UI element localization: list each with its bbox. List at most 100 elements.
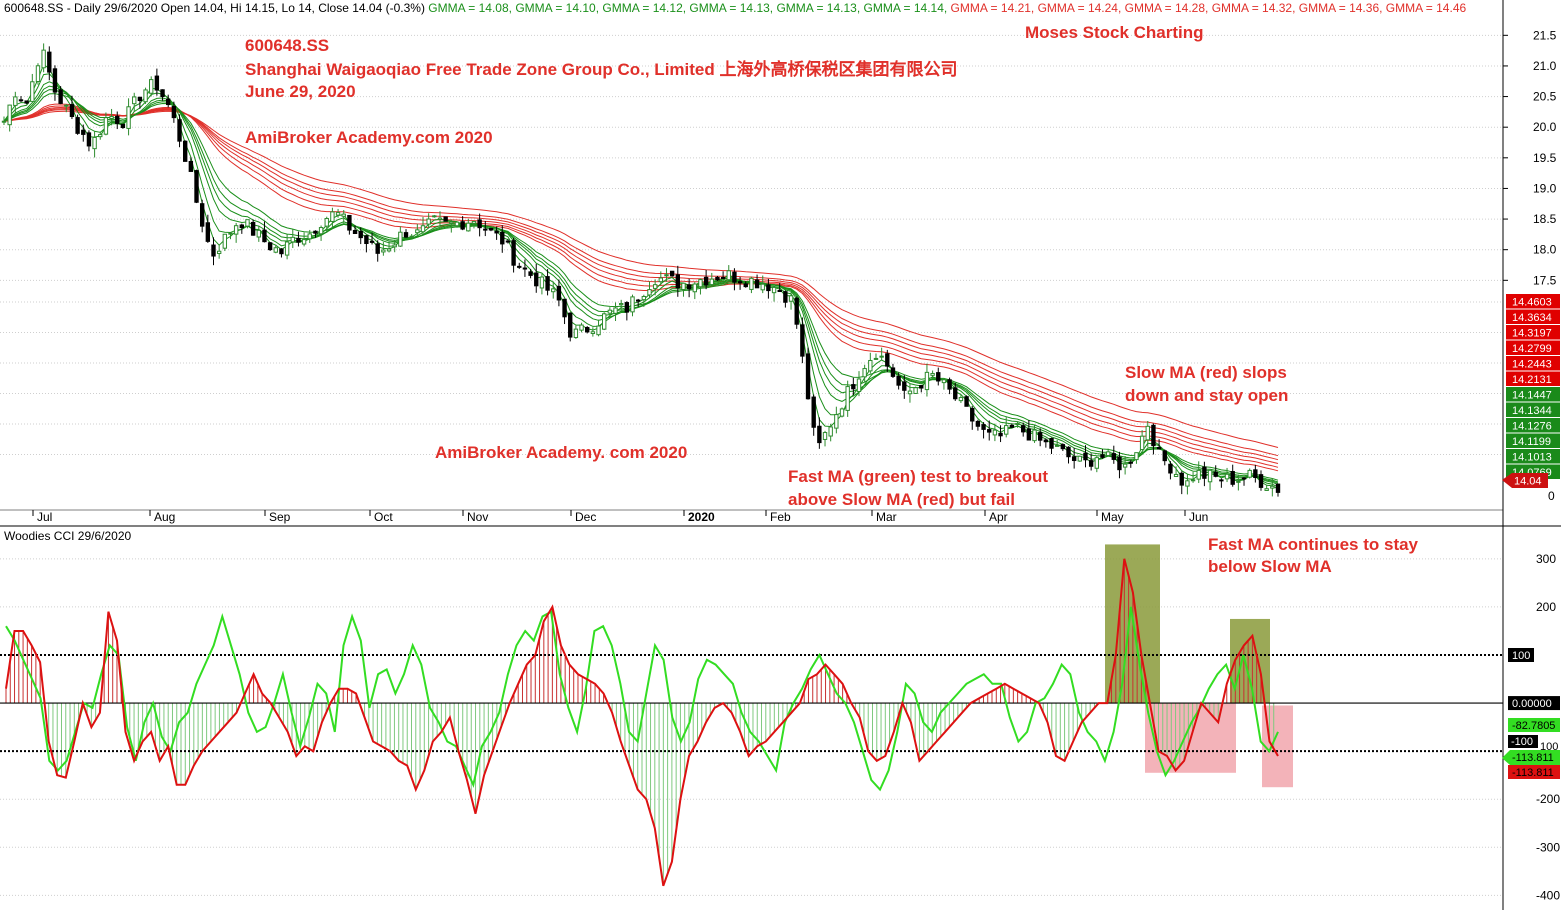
candle-body [924,371,930,391]
candle-body [590,331,596,335]
cci-histogram [5,558,1275,886]
candle-body [1083,452,1088,461]
header-gmma-item: GMMA = 14.24, [1034,1,1121,15]
cci-ref-badge-label: -100 [1511,736,1533,748]
candle-body [1207,469,1213,483]
candle-body [873,357,879,360]
fast-ma-line [3,89,1279,483]
fast-ma-badge [1506,418,1560,433]
cci-tick-label: 300 [1536,552,1556,566]
candle-body [426,218,431,225]
header-gmma-item: GMMA = 14.32, [1208,1,1295,15]
candle-body [245,219,250,227]
x-tick-label: Feb [770,510,791,524]
candle-body [1270,485,1275,489]
candle-body [958,397,964,402]
candle-body [1066,446,1071,458]
candle-body [182,140,188,162]
slow-ma-badge [1506,294,1560,309]
candle-body [443,216,448,222]
x-tick-label: Aug [154,510,175,524]
candle-body [477,219,482,229]
candle-body [607,309,613,314]
candle-body [1117,456,1122,471]
candle-body [890,367,896,377]
price-axis: 21.5 21.0 20.5 20.0 19.5 19.0 18.5 18.0 17.5 0 [1503,28,1557,503]
candle-body [35,65,41,82]
candle-body [30,81,35,102]
candle-body [743,283,748,288]
cci-ref-badge-label: 100 [1512,650,1530,662]
candle-body [998,432,1003,437]
candle-body [964,396,969,407]
header-gmma-item: GMMA = 14.28, [1121,1,1208,15]
slow-ma-line [3,106,1279,464]
candle-body [177,119,182,142]
fast-ma-line [3,73,1279,488]
candle-body [1156,447,1162,450]
slow-ma-badge-label: 14.2443 [1512,359,1552,371]
candle-body [115,115,120,124]
price-badges: 14.4603 14.3634 14.3197 14.2799 14.2443 14.21… [1502,294,1560,488]
x-tick-label: Jun [1189,510,1208,524]
candle-body [539,276,545,289]
candle-body [126,106,131,129]
price-tick-label: 21.0 [1533,59,1557,73]
x-axis: Jul Aug Sep Oct Nov Dec 2020 Feb Mar Apr May Jun [0,509,1503,524]
candle-body [1060,444,1066,450]
candle-body [375,243,380,254]
candle-body [1037,432,1043,441]
candle-body [1134,452,1139,461]
candle-body [409,235,414,238]
candle-body [987,429,992,433]
candle-body [534,272,539,287]
candle-body [715,276,720,281]
cci-ref-badge-label: 0.00000 [1512,698,1552,710]
candle-body [703,276,709,286]
fast-ma-line [3,93,1279,481]
cci-ref-badge [1508,735,1538,748]
header-symbol: 600648.SS - Daily 29/6/2020 Open 14.04, … [4,1,425,15]
candle-body [335,212,341,216]
candle-body [369,240,375,243]
candle-body [228,232,233,235]
cci-tick-label: 200 [1536,600,1556,614]
candle-body [800,324,805,357]
candle-body [1213,471,1218,477]
candle-body [1168,463,1173,474]
candle-body [635,299,641,302]
candle-body [109,116,114,119]
cci-last-green-label: -113.811 [1512,752,1554,764]
candle-body [720,276,726,279]
cci-fast-badge [1508,718,1560,732]
candle-body [1105,451,1111,457]
candle-body [975,420,981,427]
cci-lines [5,558,1279,887]
candle-body [664,274,669,277]
candle-body [103,117,109,135]
candle-body [1162,450,1167,462]
slow-ma-badge [1506,325,1560,340]
price-tick-label: 21.5 [1533,28,1557,42]
candle-body [364,235,369,245]
candle-body [1004,425,1009,435]
candle-body [500,231,505,245]
cci-tick-label: -200 [1536,792,1560,806]
candle-body [1253,469,1258,478]
candle-body [1275,483,1281,493]
candle-body [132,96,137,105]
price-tick-label: 19.5 [1533,151,1557,165]
candle-body [1151,424,1156,447]
candle-body [788,295,794,302]
fast-ma-badge [1506,449,1560,464]
candle-body [188,160,194,172]
last-price-badge [1502,473,1548,488]
candle-body [839,408,845,417]
candle-body [1139,435,1145,451]
candle-body [970,407,975,422]
candle-body [267,242,273,251]
cci-tick-label: -400 [1536,888,1560,902]
price-tick-label: 20.0 [1533,120,1557,134]
candle-body [811,396,816,428]
